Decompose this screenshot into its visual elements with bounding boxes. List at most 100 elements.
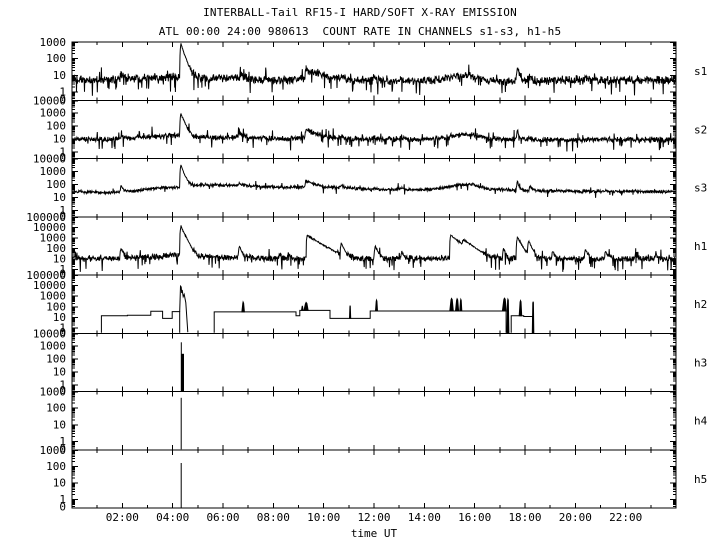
flare-burst — [241, 300, 245, 313]
channel-label-h2: h2 — [694, 298, 707, 311]
trace-s1 — [71, 43, 677, 96]
y-tick-label: 100 — [46, 402, 66, 415]
y-tick-label: 100 — [46, 353, 66, 366]
y-tick-label: 1 — [59, 146, 66, 159]
x-tick-label: 14:00 — [408, 511, 441, 524]
y-tick-label: 100 — [46, 52, 66, 65]
y-tick-label: 1000 — [40, 36, 67, 49]
flare-burst — [374, 298, 379, 312]
y-tick-label: 100 — [46, 178, 66, 191]
y-tick-label: 0 — [59, 442, 66, 455]
y-tick-label: 10000 — [33, 153, 66, 166]
y-tick-label: 10000 — [33, 94, 66, 107]
flare-burst — [454, 297, 460, 312]
y-tick-label: 100 — [46, 300, 66, 313]
x-tick-label: 18:00 — [508, 511, 541, 524]
panel-s1: 1000 100 10 10 s1 — [40, 36, 708, 106]
y-tick-label: 10 — [53, 366, 66, 379]
y-tick-label: 1 — [59, 85, 66, 98]
x-tick-label: 16:00 — [458, 511, 491, 524]
y-tick-label: 1000 — [40, 340, 67, 353]
y-tick-label: 10 — [53, 418, 66, 431]
flare-burst — [449, 297, 454, 312]
x-tick-label: 22:00 — [609, 511, 642, 524]
y-tick-label: 1000 — [40, 290, 67, 303]
y-tick-label: 10 — [53, 311, 66, 324]
y-tick-label: 0 — [59, 151, 66, 164]
channel-label-h3: h3 — [694, 356, 707, 369]
flare-burst — [501, 297, 507, 312]
x-tick-label: 12:00 — [357, 511, 390, 524]
trace-s2 — [71, 112, 677, 152]
y-tick-label: 10000 — [33, 221, 66, 234]
channel-label-s1: s1 — [694, 65, 707, 78]
y-tick-label: 0 — [59, 268, 66, 281]
y-tick-label: 0 — [59, 209, 66, 222]
y-tick-label: 1 — [59, 435, 66, 448]
channel-label-s3: s3 — [694, 182, 707, 195]
y-tick-label: 100000 — [26, 269, 66, 282]
burst-bar — [181, 353, 184, 391]
decay-spike — [179, 284, 189, 333]
y-tick-label: 10 — [53, 191, 66, 204]
x-tick-label: 20:00 — [559, 511, 592, 524]
x-tick-label: 10:00 — [307, 511, 340, 524]
flare-burst — [300, 305, 304, 311]
channel-label-h1: h1 — [694, 240, 707, 253]
y-tick-label: 1000 — [40, 444, 67, 457]
flare-burst — [531, 301, 535, 334]
step-trace-h2 — [100, 309, 534, 333]
channel-label-h4: h4 — [694, 415, 708, 428]
x-tick-label: 06:00 — [206, 511, 239, 524]
y-tick-label: 1000 — [40, 107, 67, 120]
y-tick-label: 1 — [59, 263, 66, 276]
channel-label-h5: h5 — [694, 473, 707, 486]
y-tick-label: 1 — [59, 493, 66, 506]
y-tick-label: 100000 — [26, 211, 66, 224]
trace-s3 — [71, 164, 677, 198]
y-tick-label: 1 — [59, 204, 66, 217]
x-tick-label: 04:00 — [156, 511, 189, 524]
y-tick-label: 100 — [46, 120, 66, 133]
y-tick-label: 0 — [59, 501, 66, 514]
y-tick-label: 1000 — [40, 386, 67, 399]
y-tick-label: 10 — [53, 69, 66, 82]
x-tick-labels: 02:00 04:00 06:00 08:00 10:00 12:00 14:00 16:00… — [106, 511, 643, 524]
y-tick-label: 1 — [59, 379, 66, 392]
y-tick-label: 100 — [46, 242, 66, 255]
y-tick-label: 0 — [59, 93, 66, 106]
x-tick-label: 02:00 — [106, 511, 139, 524]
flare-burst — [303, 301, 309, 311]
y-tick-label: 10 — [53, 477, 66, 490]
figure-subtitle: ATL 00:00 24:00 980613 COUNT RATE IN CHA… — [158, 25, 562, 38]
y-tick-label: 10 — [53, 253, 66, 266]
axes-frame — [71, 41, 677, 509]
y-tick-label: 100 — [46, 460, 66, 473]
trace-h1 — [71, 225, 677, 272]
y-tick-label: 1000 — [40, 231, 67, 244]
x-tick-label: 08:00 — [257, 511, 290, 524]
x-axis-label: time UT — [350, 527, 398, 540]
y-tick-label: 1000 — [40, 165, 67, 178]
y-tick-label: 0 — [59, 384, 66, 397]
y-tick-label: 10 — [53, 133, 66, 146]
y-tick-label: 10000 — [33, 327, 66, 340]
flare-burst — [518, 299, 523, 317]
channel-label-s2: s2 — [694, 123, 707, 136]
flare-burst — [348, 305, 352, 319]
flare-burst — [506, 297, 510, 334]
y-tick-label: 10000 — [33, 279, 66, 292]
flare-burst — [459, 297, 463, 312]
y-tick-label: 0 — [59, 326, 66, 339]
figure-title: INTERBALL-Tail RF15-I HARD/SOFT X-RAY EM… — [203, 6, 517, 19]
y-tick-label: 1 — [59, 322, 66, 335]
